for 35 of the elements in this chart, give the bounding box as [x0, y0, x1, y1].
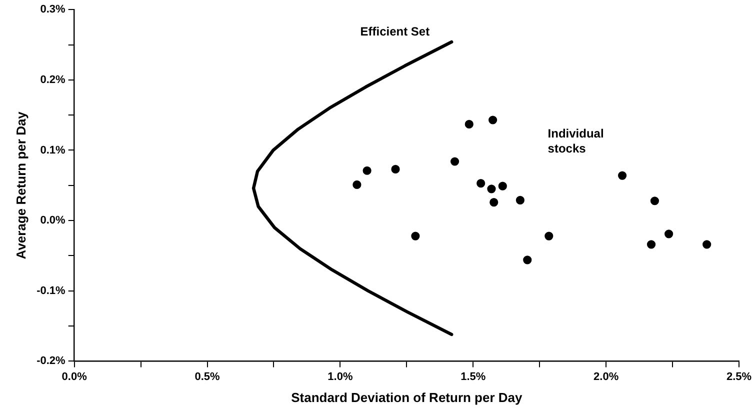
point [488, 116, 498, 124]
x-tick-label: 1.5% [460, 370, 486, 383]
point [544, 232, 554, 240]
point [516, 196, 524, 204]
series-label: Individual stocks [548, 126, 604, 156]
x-tick-label: 0.5% [194, 370, 220, 383]
y-tick-label: 0.1% [40, 144, 66, 156]
point [650, 196, 660, 206]
point [702, 240, 712, 249]
x-tick-label: 0.0% [62, 370, 88, 383]
y-tick-label: -0.1% [36, 284, 66, 297]
x-tick-label: 2.0% [594, 370, 619, 383]
y-axis-title: Average Return per Day [13, 110, 28, 260]
point [411, 232, 420, 240]
y-tick-label: -0.2% [36, 355, 66, 368]
point [618, 171, 627, 180]
y-tick-label: 0.0% [40, 214, 66, 227]
y-tick-label: 0.3% [40, 4, 66, 16]
y-tick-label: 0.2% [40, 74, 66, 86]
point [664, 230, 674, 238]
point [352, 180, 362, 189]
point [362, 166, 372, 175]
point [498, 182, 507, 190]
x-axis-title: Standard Deviation of Return per Day [291, 390, 524, 405]
series-label: Efficient Set [360, 24, 430, 38]
point [464, 120, 474, 129]
point [487, 184, 496, 194]
point [476, 178, 486, 188]
point [391, 164, 400, 174]
point [490, 198, 498, 207]
point [646, 240, 656, 249]
point [450, 157, 460, 166]
x-tick-label: 2.5% [726, 370, 752, 383]
x-tick-label: 1.0% [328, 370, 353, 383]
point [523, 256, 532, 264]
